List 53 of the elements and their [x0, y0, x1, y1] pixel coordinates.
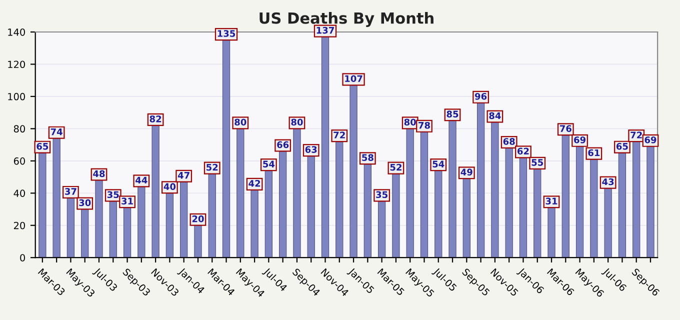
data-label: 44 — [136, 176, 148, 184]
data-label: 48 — [93, 170, 105, 178]
data-label: 96 — [474, 92, 487, 100]
data-label: 69 — [644, 136, 656, 144]
data-label: 30 — [79, 199, 91, 206]
y-tick-label: 0 — [20, 254, 25, 262]
data-label: 55 — [532, 159, 544, 166]
y-tick-label: 100 — [8, 92, 25, 100]
data-label: 42 — [248, 180, 260, 187]
data-label: 52 — [390, 164, 402, 171]
data-label: 20 — [192, 215, 204, 222]
data-label: 54 — [263, 160, 275, 168]
data-label: 72 — [630, 132, 642, 138]
data-label: 72 — [334, 132, 345, 138]
data-label: 107 — [345, 75, 362, 82]
chart-title: US Deaths By Month — [260, 12, 434, 27]
data-label: 80 — [404, 118, 416, 126]
data-label: 58 — [362, 154, 374, 161]
data-label: 78 — [418, 122, 430, 129]
y-tick-label: 80 — [14, 125, 25, 133]
y-tick-label: 120 — [8, 60, 25, 68]
y-tick-label: 40 — [14, 190, 25, 197]
data-label: 74 — [50, 128, 62, 136]
data-label: 68 — [503, 138, 515, 145]
data-label: 85 — [446, 110, 458, 118]
data-label: 40 — [164, 183, 176, 190]
data-label: 54 — [432, 160, 444, 168]
y-tick-label: 140 — [8, 28, 25, 36]
data-label: 31 — [122, 198, 133, 205]
data-label: 135 — [218, 30, 236, 37]
data-label: 66 — [277, 141, 289, 148]
data-label: 82 — [150, 115, 162, 122]
data-label: 61 — [588, 149, 600, 156]
data-label: 52 — [206, 164, 218, 171]
data-label: 137 — [316, 26, 334, 34]
data-label: 84 — [489, 112, 501, 120]
data-label: 65 — [616, 142, 628, 150]
data-label: 80 — [291, 118, 303, 126]
data-label: 49 — [460, 168, 472, 176]
data-label: 80 — [234, 118, 246, 126]
data-label: 69 — [574, 136, 586, 144]
data-label: 76 — [560, 125, 572, 132]
data-label: 62 — [518, 148, 529, 155]
data-label: 63 — [305, 146, 317, 153]
data-label: 35 — [376, 191, 388, 198]
data-label: 47 — [178, 172, 190, 179]
data-label: 43 — [602, 178, 614, 186]
data-label: 37 — [65, 188, 76, 195]
data-label: 35 — [107, 191, 119, 198]
y-tick-label: 20 — [14, 222, 25, 230]
y-tick-label: 60 — [14, 157, 25, 165]
data-label: 65 — [36, 142, 48, 150]
data-label: 31 — [546, 198, 558, 205]
